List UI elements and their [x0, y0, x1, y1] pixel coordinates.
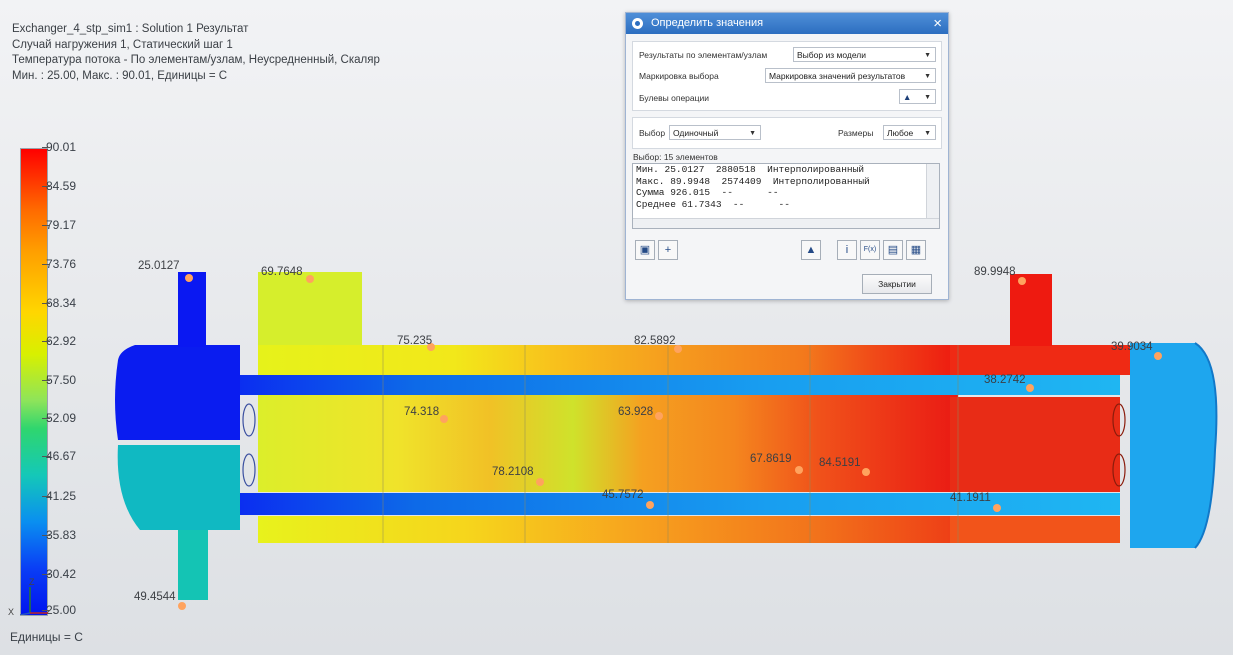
output-line: Среднее 61.7343 -- --	[636, 198, 790, 210]
selection-count: Выбор: 15 элементов	[633, 152, 718, 162]
export-button[interactable]: ▲	[801, 240, 821, 260]
probe-label: 63.928	[618, 406, 654, 418]
legend-tick: 35.83	[41, 528, 77, 542]
output-line: Мин. 25.0127 2880518 Интерполированный	[636, 164, 865, 175]
probe-label: 41.1911	[950, 492, 991, 504]
selection-dropdown-value: Одиночный	[673, 128, 719, 138]
add-point-button[interactable]: +	[658, 240, 678, 260]
header-line-4: Мин. : 25.00, Макс. : 90.01, Единицы = С	[12, 69, 228, 82]
legend-tick: 52.09	[41, 411, 77, 425]
screenshot-button[interactable]: ▣	[635, 240, 655, 260]
legend-tick: 30.42	[41, 567, 77, 581]
chevron-down-icon: ▼	[749, 130, 756, 137]
vertical-scrollbar[interactable]	[926, 164, 939, 228]
close-button[interactable]: Закрытии	[862, 274, 932, 294]
results-label: Результаты по элементам/узлам	[639, 50, 768, 60]
legend-units: Единицы = С	[10, 630, 83, 644]
horizontal-scrollbar[interactable]	[633, 218, 939, 228]
probe-label: 84.5191	[819, 457, 861, 469]
legend-tick: 84.59	[41, 179, 77, 193]
legend-tick: 68.34	[41, 296, 77, 310]
crosshair-icon: +	[664, 244, 672, 256]
results-dropdown-value: Выбор из модели	[797, 50, 866, 60]
legend-tick: 46.67	[41, 449, 77, 463]
spreadsheet-icon: ▦	[910, 244, 922, 256]
dialog-app-icon	[632, 18, 643, 29]
report-button[interactable]: ▤	[883, 240, 903, 260]
probe-label: 25.0127	[138, 260, 180, 272]
chevron-down-icon: ▼	[924, 52, 931, 59]
legend-tick: 90.01	[41, 140, 77, 154]
boolean-dropdown[interactable]: ▲ ▼	[899, 89, 936, 104]
legend-tick: 73.76	[41, 257, 77, 271]
size-dropdown-value: Любое	[887, 128, 914, 138]
results-dropdown[interactable]: Выбор из модели ▼	[793, 47, 936, 62]
axis-z-label: Z	[29, 577, 35, 587]
legend-tick: 62.92	[41, 334, 77, 348]
dialog-title: Определить значения	[651, 17, 764, 29]
legend-tick: 25.00	[41, 603, 77, 617]
probe-label: 75.235	[397, 335, 433, 347]
chevron-down-icon: ▼	[924, 94, 931, 101]
probe-label: 89.9948	[974, 266, 1016, 278]
legend-tick: 57.50	[41, 373, 77, 387]
folder-icon: ▲	[805, 244, 817, 256]
output-line: Макс. 89.9948 2574409 Интерполированный	[636, 175, 870, 187]
boolean-icon: ▲	[903, 92, 912, 102]
probe-label: 38.2742	[984, 374, 1026, 386]
camera-icon: ▣	[639, 244, 651, 256]
header-line-2: Случай нагружения 1, Статический шаг 1	[12, 38, 233, 51]
chevron-down-icon: ▼	[924, 130, 931, 137]
selection-dropdown[interactable]: Одиночный ▼	[669, 125, 761, 140]
chevron-down-icon: ▼	[924, 73, 931, 80]
result-header: Exchanger_4_stp_sim1 : Solution 1 Резуль…	[12, 22, 380, 84]
dialog-titlebar[interactable]: Определить значения ×	[626, 13, 948, 34]
close-icon[interactable]: ×	[933, 15, 942, 32]
probe-label: 39.9034	[1111, 341, 1153, 353]
filter-group: Выбор Одиночный ▼ Размеры Любое ▼	[632, 117, 942, 149]
boolean-label: Булевы операции	[639, 93, 710, 103]
info-button[interactable]: i	[837, 240, 857, 260]
probe-label: 82.5892	[634, 335, 676, 347]
selection-label: Выбор	[639, 128, 666, 138]
probe-label: 74.318	[404, 406, 440, 418]
probe-label: 78.2108	[492, 466, 534, 478]
legend-tick: 41.25	[41, 489, 77, 503]
spreadsheet-button[interactable]: ▦	[906, 240, 926, 260]
legend-tick: 79.17	[41, 218, 77, 232]
size-dropdown[interactable]: Любое ▼	[883, 125, 936, 140]
probe-label: 69.7648	[261, 266, 303, 278]
probe-label: 49.4544	[134, 591, 176, 603]
function-button[interactable]: F(x)	[860, 240, 880, 260]
output-line: Сумма 926.015 -- --	[636, 187, 779, 198]
probe-label: 67.8619	[750, 453, 792, 465]
marking-dropdown-value: Маркировка значений результатов	[769, 71, 906, 81]
probe-label: 45.7572	[602, 489, 644, 501]
identify-values-dialog[interactable]: Определить значения × Результаты по элем…	[625, 12, 949, 300]
header-line-1: Exchanger_4_stp_sim1 : Solution 1 Резуль…	[12, 23, 249, 35]
info-icon: i	[845, 244, 849, 256]
results-output-box[interactable]: Мин. 25.0127 2880518 Интерполированный М…	[632, 163, 940, 229]
selection-group: Результаты по элементам/узлам Выбор из м…	[632, 41, 942, 111]
size-label: Размеры	[838, 128, 874, 138]
marking-dropdown[interactable]: Маркировка значений результатов ▼	[765, 68, 936, 83]
marking-label: Маркировка выбора	[639, 71, 719, 81]
document-icon: ▤	[887, 244, 899, 256]
axis-x-label: X	[8, 607, 15, 617]
color-legend-bar	[20, 148, 48, 616]
header-line-3: Температура потока - По элементам/узлам,…	[12, 54, 380, 66]
fx-icon: F(x)	[863, 246, 877, 253]
